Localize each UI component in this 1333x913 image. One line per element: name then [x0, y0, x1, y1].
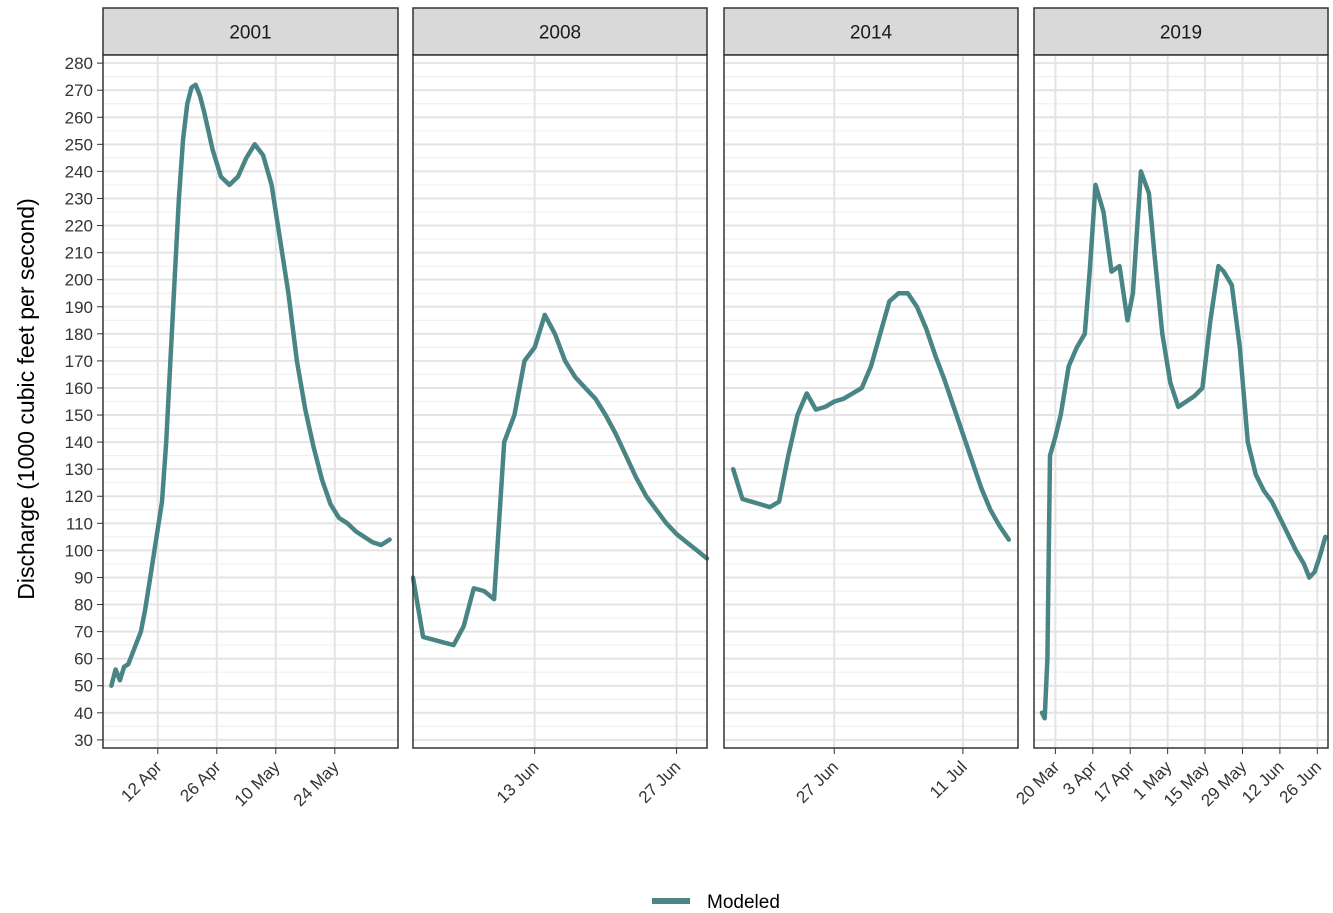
- y-tick-label: 280: [65, 54, 93, 73]
- y-tick-label: 80: [74, 596, 93, 615]
- facet-title: 2019: [1160, 23, 1202, 44]
- series-line-modeled: [410, 312, 710, 648]
- y-axis: 30 40 50 60 70 80 90 100 110 120 130 140 150 160 170 18…: [65, 54, 103, 750]
- panel-border: [412, 54, 708, 749]
- y-tick-label: 60: [74, 650, 93, 669]
- y-tick-label: 210: [65, 244, 93, 263]
- facet-title: 2014: [850, 23, 893, 44]
- y-tick-label: 160: [65, 379, 93, 398]
- x-tick-label: 24 May: [290, 757, 343, 810]
- y-tick-label: 130: [65, 460, 93, 479]
- series-line-modeled: [730, 290, 1012, 542]
- y-tick-label: 90: [74, 568, 93, 587]
- y-tick-label: 120: [65, 487, 93, 506]
- facet-panel-2014: 2014 27 Jun 11 Jul: [723, 7, 1019, 807]
- facet-title: 2001: [229, 23, 271, 44]
- y-tick-label: 140: [65, 433, 93, 452]
- facet-strip: [102, 7, 399, 56]
- y-tick-label: 190: [65, 298, 93, 317]
- y-tick-label: 150: [65, 406, 93, 425]
- y-tick-label: 50: [74, 677, 93, 696]
- y-tick-label: 230: [65, 189, 93, 208]
- x-tick-label: 20 Mar: [1012, 757, 1063, 808]
- y-tick-label: 180: [65, 325, 93, 344]
- facet-panels: 2001 12 Apr 26 Apr 10 May 24 May 2008 13 Jun 27…: [102, 7, 1329, 810]
- y-tick-label: 170: [65, 352, 93, 371]
- y-tick-label: 70: [74, 623, 93, 642]
- panel-border: [1033, 54, 1329, 749]
- series-line-modeled: [1039, 169, 1328, 721]
- y-tick-label: 240: [65, 162, 93, 181]
- facet-title: 2008: [539, 23, 581, 44]
- facet-panel-2008: 2008 13 Jun 27 Jun: [410, 7, 710, 807]
- x-tick-label: 27 Jun: [793, 757, 843, 807]
- x-tick-label: 27 Jun: [635, 757, 685, 807]
- facet-strip: [412, 7, 708, 56]
- legend: Modeled: [652, 892, 780, 913]
- x-tick-label: 13 Jun: [493, 757, 543, 807]
- y-tick-label: 260: [65, 108, 93, 127]
- x-tick-label: 26 Jun: [1276, 757, 1326, 807]
- panel-border: [723, 54, 1019, 749]
- y-axis-title: Discharge (1000 cubic feet per second): [13, 198, 39, 599]
- y-tick-label: 220: [65, 217, 93, 236]
- facet-panel-2001: 2001 12 Apr 26 Apr 10 May 24 May: [102, 7, 399, 810]
- x-tick-label: 10 May: [231, 757, 284, 810]
- y-tick-label: 110: [66, 514, 93, 533]
- panel-border: [102, 54, 399, 749]
- y-tick-label: 30: [74, 731, 93, 750]
- x-tick-label: 11 Jul: [926, 757, 971, 802]
- x-tick-label: 17 Apr: [1090, 757, 1138, 805]
- y-tick-label: 40: [74, 704, 93, 723]
- y-tick-label: 100: [65, 541, 93, 560]
- series-line-modeled: [109, 82, 392, 688]
- facet-strip: [1033, 7, 1329, 56]
- y-tick-label: 200: [65, 271, 93, 290]
- x-tick-label: 12 Apr: [117, 757, 165, 805]
- legend-label-modeled: Modeled: [707, 892, 780, 913]
- y-tick-label: 270: [65, 81, 93, 100]
- x-tick-label: 26 Apr: [176, 757, 224, 805]
- y-tick-label: 250: [65, 135, 93, 154]
